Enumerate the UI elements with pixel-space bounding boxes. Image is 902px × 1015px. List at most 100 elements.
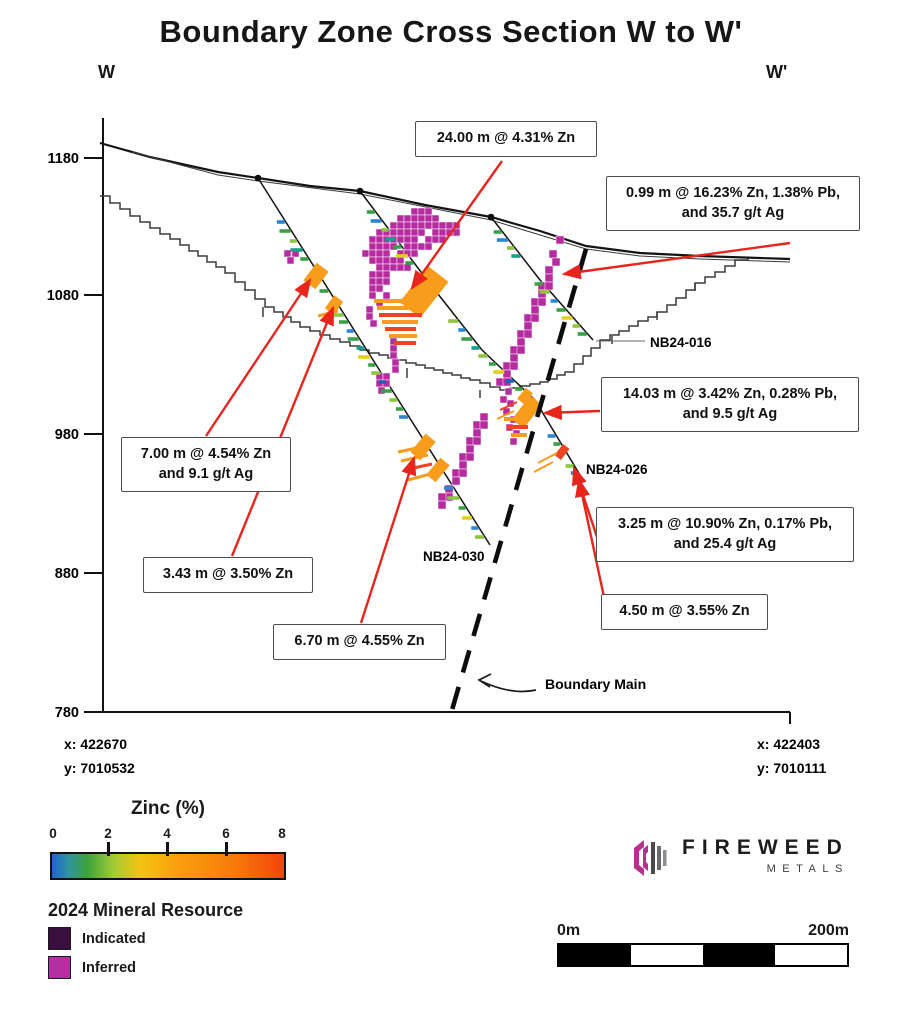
grade-tick — [478, 354, 488, 358]
grade-tick — [276, 220, 285, 224]
inferred-block — [424, 221, 433, 230]
grade-bar — [379, 313, 422, 317]
resource-legend-title: 2024 Mineral Resource — [48, 900, 244, 920]
zinc-tick-0: 0 — [49, 826, 57, 841]
inferred-block — [382, 291, 391, 300]
callout-670m: 6.70 m @ 4.55% Zn — [273, 624, 446, 660]
mineral-resource-legend: 2024 Mineral Resource Indicated Inferred — [48, 900, 243, 985]
inferred-block — [465, 444, 475, 454]
inferred-block — [410, 214, 419, 223]
callout-text: and 9.1 g/t Ag — [158, 465, 254, 482]
grade-tick — [556, 308, 566, 312]
grade-tick — [550, 299, 558, 303]
inferred-block — [382, 256, 391, 265]
callout-text: 24.00 m @ 4.31% Zn — [436, 130, 576, 146]
callout-099m: 0.99 m @ 16.23% Zn, 1.38% Pb, and 35.7 g… — [606, 176, 860, 232]
callout-343m: 3.43 m @ 3.50% Zn — [143, 557, 313, 593]
inferred-resource-blocks — [283, 207, 565, 510]
inferred-block — [368, 256, 377, 265]
grade-tick — [553, 442, 561, 446]
grade-bar — [377, 306, 418, 310]
inferred-block — [431, 228, 440, 237]
grade-tick — [347, 337, 359, 341]
arrow-1403m — [542, 404, 601, 421]
grade-tick — [393, 245, 402, 249]
legend-item-indicated: Indicated — [48, 927, 243, 950]
grade-tick — [471, 526, 479, 530]
inferred-block — [375, 242, 384, 251]
grade-tick — [368, 363, 376, 367]
inferred-block — [375, 256, 384, 265]
inferred-block — [403, 263, 412, 272]
grade-tick — [461, 516, 472, 520]
callout-text: and 9.5 g/t Ag — [682, 405, 778, 422]
drillhole-trace-nb24-030 — [257, 177, 491, 546]
inferred-block — [551, 257, 561, 267]
assay-intercept — [399, 265, 449, 319]
grade-tick — [493, 230, 502, 234]
drillhole-trace-nb24-016 — [490, 216, 594, 341]
assay-intercept — [554, 444, 570, 460]
inferred-block — [424, 242, 433, 251]
inferred-block — [396, 228, 405, 237]
grade-bar — [394, 341, 416, 345]
grade-bar — [389, 334, 417, 338]
inferred-block — [479, 412, 489, 422]
inferred-block — [375, 235, 384, 244]
grade-tick — [511, 254, 521, 258]
inferred-swatch — [48, 956, 71, 979]
corner-left-x: x: 422670 — [64, 736, 127, 752]
grade-tick — [331, 313, 344, 317]
inferred-block — [368, 291, 377, 300]
boundary-main-fault-line — [449, 248, 589, 711]
callout-700m: 7.00 m @ 4.54% Zn and 9.1 g/t Ag — [121, 437, 291, 493]
inferred-block — [424, 207, 433, 216]
inferred-block — [403, 214, 412, 223]
inferred-block — [389, 221, 398, 230]
callout-text: 3.43 m @ 3.50% Zn — [162, 566, 294, 582]
callout-text: 0.99 m @ 16.23% Zn, 1.38% Pb, — [625, 185, 841, 201]
grade-tick — [539, 290, 550, 294]
inferred-block — [283, 249, 292, 258]
arrow-670m — [359, 455, 417, 624]
inferred-block — [437, 500, 447, 510]
inferred-block — [465, 452, 475, 462]
inferred-block — [479, 420, 489, 430]
inferred-block — [555, 235, 565, 245]
inferred-block — [417, 221, 426, 230]
inferred-block — [438, 221, 447, 230]
inferred-block — [361, 249, 370, 258]
callout-24m: 24.00 m @ 4.31% Zn — [415, 121, 597, 157]
assay-intercept — [517, 387, 533, 405]
inferred-block — [417, 214, 426, 223]
grade-tick — [378, 380, 386, 384]
inferred-block — [417, 228, 426, 237]
fireweed-metals-logo: FIREWEED METALS — [630, 836, 860, 880]
grade-streak — [397, 444, 427, 454]
grade-tick — [458, 328, 466, 332]
callout-325m: 3.25 m @ 10.90% Zn, 0.17% Pb, and 25.4 g… — [596, 507, 854, 563]
scale-bar: 0m 200m — [557, 922, 849, 967]
inferred-block — [403, 235, 412, 244]
corner-right-y: y: 7010111 — [757, 760, 827, 776]
inferred-block — [431, 214, 440, 223]
inferred-block — [431, 235, 440, 244]
inferred-block — [410, 207, 419, 216]
arrow-700m — [205, 278, 312, 437]
inferred-block — [286, 256, 295, 265]
inferred-block — [403, 242, 412, 251]
inferred-block — [516, 345, 526, 355]
callout-1403m: 14.03 m @ 3.42% Zn, 0.28% Pb, and 9.5 g/… — [601, 377, 859, 433]
grade-tick — [339, 320, 349, 324]
scale-label-200m: 200m — [808, 922, 849, 939]
grade-tick — [405, 261, 414, 265]
callout-text: 14.03 m @ 3.42% Zn, 0.28% Pb, — [622, 386, 838, 402]
zinc-legend-tick-labels: 0 2 4 6 8 — [49, 826, 286, 844]
inferred-label: Inferred — [82, 959, 136, 976]
inferred-block — [410, 235, 419, 244]
drillhole-collars — [254, 174, 495, 221]
elev-tick-1080: 1080 — [47, 288, 79, 304]
inferred-block — [544, 281, 554, 291]
assay-intercept — [426, 457, 450, 483]
inferred-block — [451, 476, 461, 486]
